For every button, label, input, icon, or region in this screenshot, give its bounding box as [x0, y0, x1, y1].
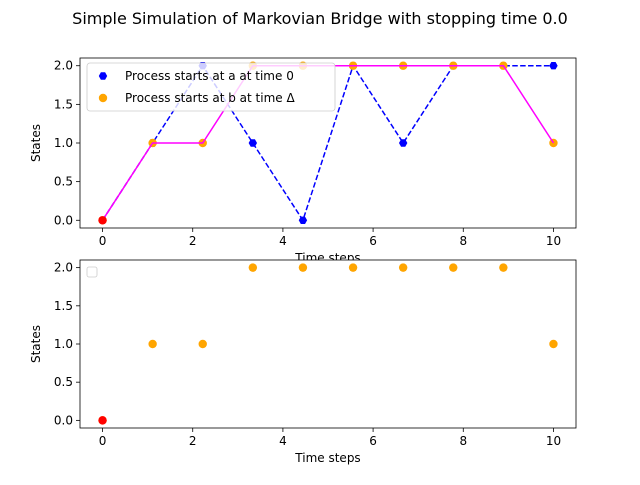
y-tick-label: 1.5 [54, 97, 73, 111]
y-tick-label: 2.0 [54, 59, 73, 73]
legend-marker [98, 72, 108, 80]
legend-label: Process starts at b at time Δ [125, 91, 295, 105]
data-point [499, 263, 508, 272]
x-axis-label: Time steps [294, 451, 360, 465]
y-axis-label: States [29, 124, 43, 162]
start-point-marker [98, 416, 107, 425]
bottom-axes: 0 2 4 6 8 10 0.0 0.5 1.0 1.5 2.0 Time steps States [29, 259, 577, 465]
data-point [398, 263, 408, 272]
x-tick-label: 4 [279, 234, 287, 248]
axes-frame [79, 259, 577, 429]
x-tick-label: 6 [369, 234, 377, 248]
data-point-hexagon [298, 216, 308, 224]
y-tick-label: 2.0 [54, 261, 73, 275]
plot-area [80, 260, 576, 428]
y-tick-label: 0.0 [54, 213, 73, 227]
y-tick-label: 1.0 [54, 337, 73, 351]
data-point-hexagon [248, 139, 258, 147]
legend-label: Process starts at a at time 0 [125, 69, 294, 83]
y-tick-label: 0.5 [54, 175, 73, 189]
axes-frame [79, 57, 577, 229]
x-tick-label: 4 [279, 434, 287, 448]
data-point [298, 263, 308, 272]
data-point [348, 263, 358, 272]
data-point [549, 339, 558, 349]
x-tick-label: 6 [369, 434, 377, 448]
y-tick-label: 0.5 [54, 375, 73, 389]
data-point [449, 263, 458, 272]
data-point-hexagon [549, 62, 558, 70]
data-point [148, 339, 157, 349]
x-tick-label: 2 [189, 434, 197, 448]
x-tick-label: 0 [99, 434, 107, 448]
start-point-marker [98, 216, 107, 225]
legend-box [86, 62, 336, 112]
x-tick-label: 8 [459, 434, 467, 448]
data-point-hexagon [398, 139, 408, 147]
y-tick-label: 1.5 [54, 299, 73, 313]
y-tick-label: 1.0 [54, 136, 73, 150]
x-tick-label: 10 [546, 234, 561, 248]
x-tick-label: 10 [546, 434, 561, 448]
x-tick-label: 2 [189, 234, 197, 248]
legend-box-empty [86, 266, 98, 278]
x-tick-label: 0 [99, 234, 107, 248]
y-tick-label: 0.0 [54, 413, 73, 427]
legend-marker [98, 93, 108, 103]
x-tick-label: 8 [459, 234, 467, 248]
figure-title: Simple Simulation of Markovian Bridge wi… [72, 9, 568, 28]
data-point [248, 263, 258, 272]
y-axis-label: States [29, 325, 43, 363]
data-point [198, 339, 207, 349]
